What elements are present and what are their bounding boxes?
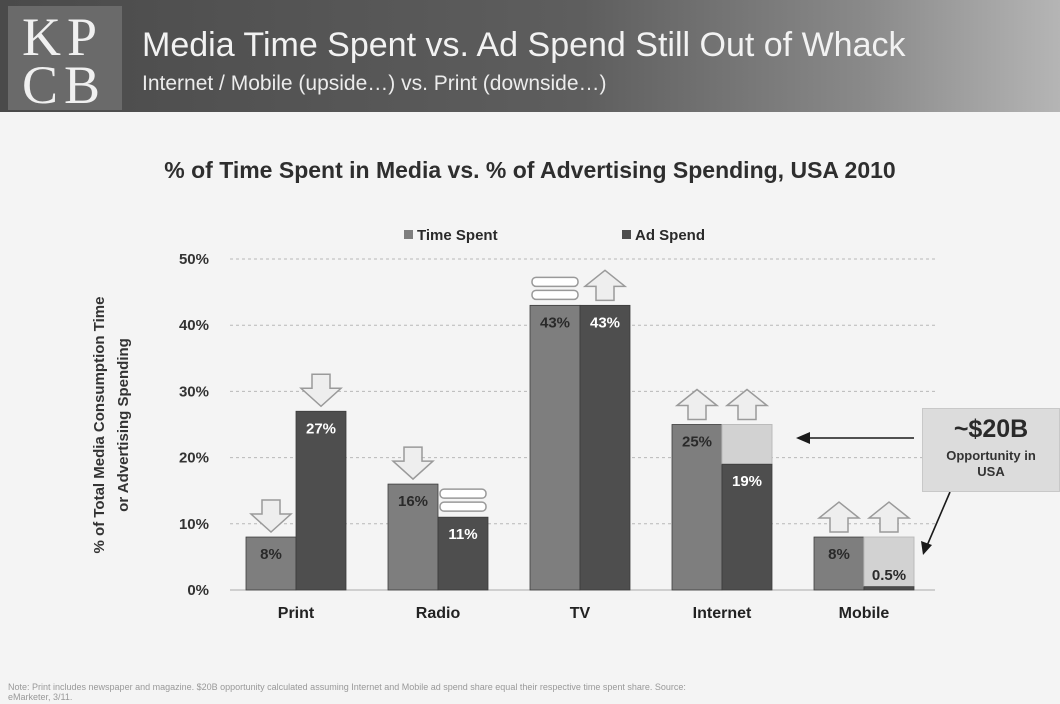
bar-ad-spend-internet [721,463,773,591]
legend-swatch [622,230,631,239]
data-label: 8% [260,546,282,563]
y-tick-label: 40% [179,317,209,334]
y-axis-label: % of Total Media Consumption Time [91,297,108,554]
data-label: 25% [682,434,712,451]
x-tick-label: Internet [693,605,752,622]
data-label: 43% [590,314,620,331]
bar-ad-spend-print [295,410,347,591]
bar-ad-spend-radio [437,516,489,591]
x-tick-label: Radio [416,605,461,622]
down-arrow-indicator [299,373,343,408]
opportunity-gap [863,536,915,588]
up-arrow-indicator [582,269,628,302]
header-banner: KP CB Media Time Spent vs. Ad Spend Stil… [0,0,1060,112]
logo-line-2: CB [22,55,107,115]
y-tick-label: 30% [179,383,209,400]
bar-time-spent-mobile [813,536,865,591]
bar-time-spent-radio [387,483,439,591]
footnote: Note: Print includes newspaper and magaz… [8,682,686,702]
callout-label: Opportunity in USA [946,448,1036,479]
equal-indicator [439,501,487,512]
data-label: 8% [828,546,850,563]
y-tick-label: 20% [179,450,209,467]
data-label: 19% [732,473,762,490]
data-label: 43% [540,314,570,331]
callout-arrowhead-internet [796,432,810,444]
opportunity-callout: ~$20B Opportunity in USA [922,408,1060,492]
data-label: 11% [448,526,477,543]
up-arrow-indicator [674,388,720,421]
equal-indicator [531,276,579,288]
y-tick-label: 0% [187,582,209,599]
data-label: 0.5% [872,567,906,584]
opportunity-gap [721,424,773,465]
bar-ad-spend-tv [579,304,631,591]
legend-label: Ad Spend [635,227,705,244]
bar-ad-spend-mobile [863,586,915,591]
callout-arrowhead-mobile [921,541,932,555]
y-axis-label: or Advertising Spending [115,338,132,512]
equal-indicator [439,488,487,499]
chart-title: % of Time Spent in Media vs. % of Advert… [164,157,896,183]
equal-indicator [531,289,579,301]
legend-swatch [404,230,413,239]
bar-time-spent-print [245,536,297,591]
data-label: 16% [398,493,428,510]
callout-value: ~$20B [953,415,1029,443]
down-arrow-indicator [249,499,293,534]
slide-title: Media Time Spent vs. Ad Spend Still Out … [142,26,906,64]
up-arrow-indicator [724,388,770,421]
bar-time-spent-internet [671,424,723,591]
slide-subtitle: Internet / Mobile (upside…) vs. Print (d… [142,72,607,95]
y-tick-label: 10% [179,516,209,533]
logo-line-1: KP [22,7,104,67]
data-label: 27% [306,420,336,437]
up-arrow-indicator [816,501,862,533]
kpcb-logo: KP CB [8,6,122,115]
x-tick-label: Mobile [839,605,890,622]
callout-arrow-mobile [925,491,951,549]
up-arrow-indicator [866,501,912,533]
bar-time-spent-tv [529,304,581,591]
y-tick-label: 50% [179,251,209,268]
x-tick-label: TV [570,605,591,622]
down-arrow-indicator [391,446,435,481]
x-tick-label: Print [278,605,315,622]
legend-label: Time Spent [417,227,498,244]
